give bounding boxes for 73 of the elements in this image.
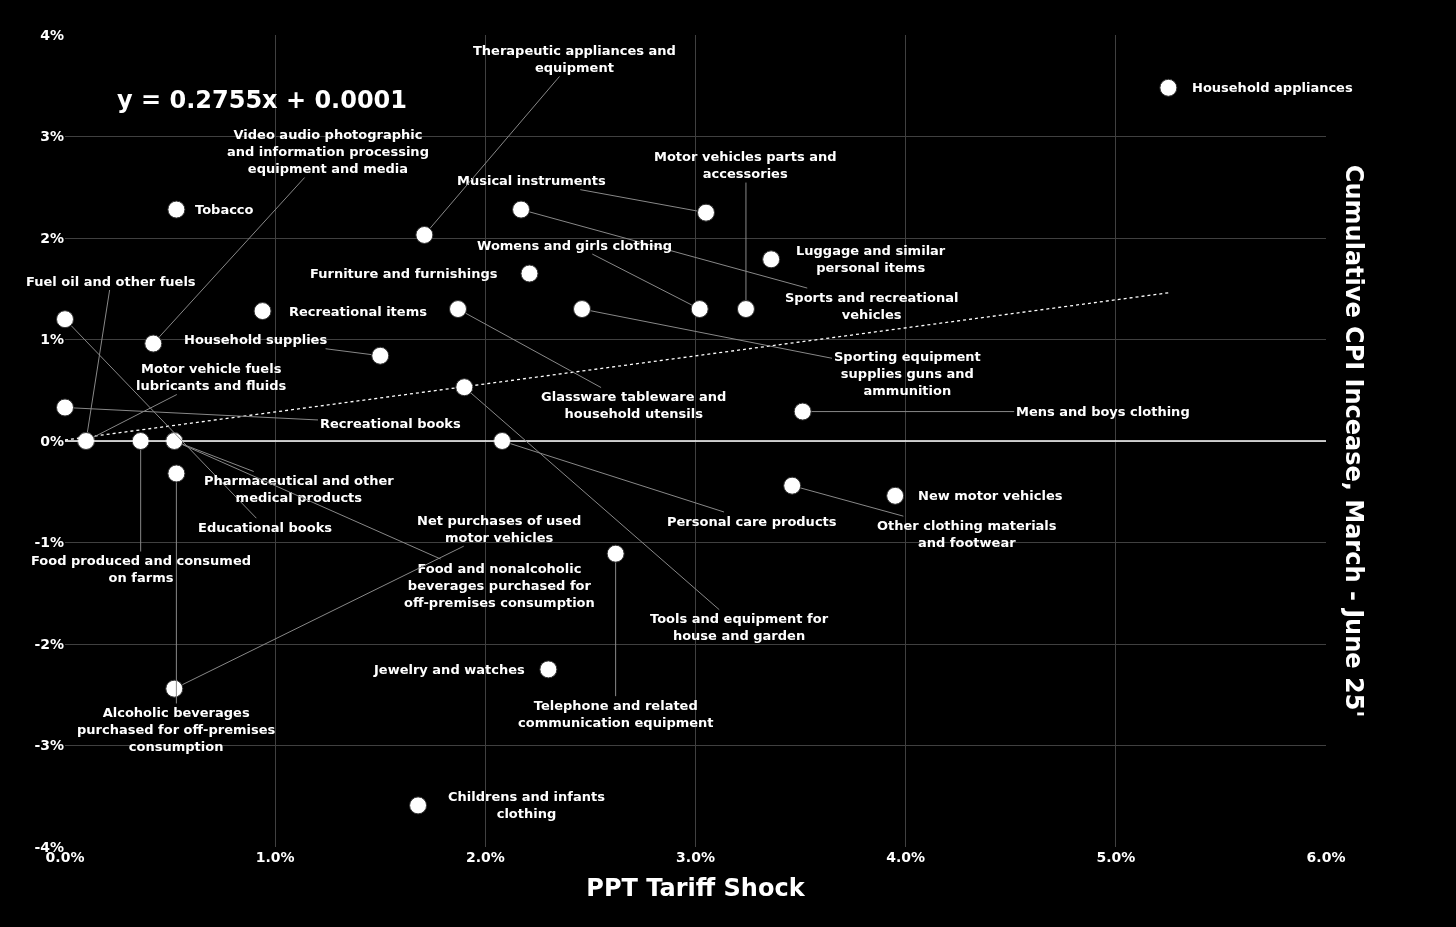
text: Fuel oil and other fuels: [26, 274, 196, 289]
series-label: Childrens and infants clothing: [448, 789, 606, 821]
text: Other clothing materials and footwear: [877, 518, 1057, 550]
point: [697, 203, 716, 222]
text: Telephone and related communication equipment: [518, 698, 714, 730]
x-tick-label: 3.0%: [676, 849, 715, 865]
point: [736, 300, 755, 319]
y-tick-label: 0%: [40, 432, 64, 449]
y-tick-label: -2%: [34, 635, 64, 652]
text: Motor vehicle fuels lubricants and fluids: [136, 361, 287, 393]
point: [520, 264, 539, 283]
series-label: Recreational items: [289, 304, 428, 319]
y-tick-label: 3%: [40, 128, 64, 145]
annotation: y = 0.2755x + 0.0001: [117, 86, 407, 114]
text: Musical instruments: [457, 173, 607, 188]
text: Food produced and consumed on farms: [31, 553, 252, 585]
text: Sporting equipment supplies guns and ammunition: [834, 349, 981, 398]
y-tick-label: 2%: [40, 229, 64, 246]
point: [253, 302, 272, 321]
text: Tools and equipment for house and garden: [650, 611, 829, 643]
point: [886, 486, 905, 505]
text: Mens and boys clothing: [1016, 404, 1190, 419]
series-label: New motor vehicles: [918, 488, 1063, 503]
text: Household supplies: [184, 332, 328, 347]
text: Personal care products: [667, 514, 837, 529]
text: Alcoholic beverages purchased for off-premises consumption: [77, 705, 276, 754]
point: [167, 200, 186, 219]
point: [573, 300, 592, 319]
point: [539, 660, 558, 679]
text: Pharmaceutical and other medical products: [204, 473, 395, 505]
point: [56, 398, 74, 417]
point: [449, 300, 468, 319]
point: [167, 464, 186, 483]
point: [371, 346, 390, 365]
x-tick-label: 5.0%: [1096, 849, 1136, 865]
series-label: Household appliances: [1192, 80, 1353, 95]
point: [783, 476, 802, 495]
text: Video audio photographic and information processing equipment and media: [227, 127, 429, 176]
x-tick-label: 6.0%: [1306, 849, 1346, 865]
y-axis-title: Cumulative CPI Incease, March - June 25': [1340, 164, 1369, 718]
y-tick-label: -1%: [34, 534, 64, 551]
text: Food and nonalcoholic beverages purchased for off-premises consumption: [404, 561, 595, 610]
y-tick-label: 1%: [40, 331, 64, 348]
point: [793, 402, 812, 421]
point: [144, 334, 163, 353]
point: [165, 679, 184, 698]
point: [455, 378, 474, 397]
x-tick-label: 1.0%: [255, 849, 295, 865]
x-tick-label: 2.0%: [465, 849, 505, 865]
point: [56, 310, 74, 329]
point: [409, 796, 428, 815]
point: [606, 544, 625, 563]
text: Womens and girls clothing: [477, 238, 673, 253]
series-label: Jewelry and watches: [373, 662, 525, 677]
text: Educational books: [198, 520, 333, 535]
point: [415, 225, 434, 244]
y-tick-label: 4%: [40, 26, 64, 43]
series-label: Furniture and furnishings: [310, 266, 498, 281]
text: Motor vehicles parts and accessories: [654, 149, 837, 181]
point: [762, 250, 781, 269]
series-label: Luggage and similar personal items: [796, 243, 946, 275]
y-tick-label: -3%: [34, 737, 64, 754]
text: Therapeutic appliances and equipment: [473, 43, 676, 75]
text: Glassware tableware and household utensils: [541, 389, 727, 421]
x-axis-title: PPT Tariff Shock: [586, 874, 806, 903]
point: [690, 300, 709, 319]
point: [1159, 78, 1178, 97]
text: Recreational books: [320, 416, 461, 431]
point: [512, 200, 531, 219]
x-tick-label: 4.0%: [886, 849, 926, 865]
text: Sports and recreational vehicles: [785, 290, 959, 322]
text: Net purchases of used motor vehicles: [417, 513, 582, 545]
series-label: Tobacco: [195, 202, 254, 217]
